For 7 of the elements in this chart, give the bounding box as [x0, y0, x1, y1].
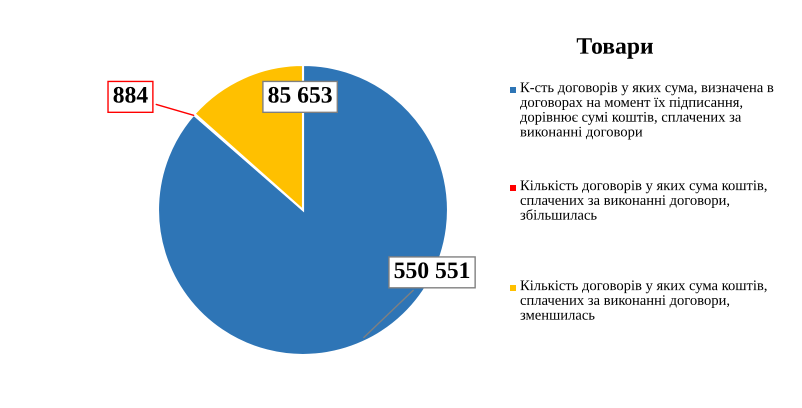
data-label: 550 551 [394, 262, 470, 278]
data-label: 85 653 [268, 86, 332, 103]
legend-label: К-сть договорів у яких сума, визначена в договорах на момент їх підписання, дорівнює сумі коштів, сплачених за виконанні договори [520, 82, 774, 140]
legend-label: Кількість договорів у яких сума коштів, сплачених за виконанні договори, зменшилась [520, 280, 767, 320]
chart-title: Товари [576, 38, 653, 59]
legend-label: Кількість договорів у яких сума коштів, сплачених за виконанні договори, збільшилась [520, 180, 767, 220]
data-label: 884 [114, 86, 148, 103]
